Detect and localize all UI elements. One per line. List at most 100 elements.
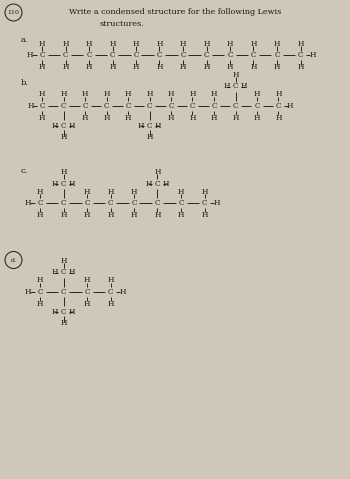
Text: C: C [108, 199, 113, 207]
Text: C: C [274, 52, 280, 59]
Text: c.: c. [21, 167, 28, 175]
Text: H: H [86, 40, 92, 48]
Text: H: H [109, 40, 116, 48]
Text: C: C [61, 180, 66, 187]
Text: H: H [84, 276, 90, 285]
Text: C: C [190, 102, 195, 110]
Text: H: H [138, 122, 144, 129]
Text: H: H [60, 319, 67, 327]
Text: H: H [274, 40, 280, 48]
Text: H: H [131, 210, 137, 218]
Text: H: H [52, 308, 58, 316]
Text: H: H [250, 40, 257, 48]
Text: H: H [297, 63, 304, 71]
Text: C: C [147, 122, 152, 129]
Text: H: H [168, 91, 174, 99]
Text: C: C [108, 288, 113, 296]
Text: H: H [52, 180, 58, 187]
Text: H: H [275, 114, 282, 122]
Text: C: C [125, 102, 131, 110]
Text: H: H [275, 91, 282, 99]
Text: C: C [110, 52, 115, 59]
Text: H: H [163, 180, 169, 187]
Text: C: C [61, 122, 66, 129]
Text: H: H [60, 91, 67, 99]
Text: C: C [276, 102, 281, 110]
Text: C: C [233, 102, 238, 110]
Text: H: H [232, 114, 239, 122]
Text: C: C [211, 102, 217, 110]
Text: H: H [211, 91, 217, 99]
Text: H: H [27, 52, 33, 59]
Text: C: C [86, 52, 92, 59]
Text: H: H [103, 114, 110, 122]
Text: C: C [61, 102, 66, 110]
Text: H: H [232, 71, 239, 79]
Text: H: H [37, 187, 43, 195]
Text: C: C [131, 199, 137, 207]
Text: C: C [254, 102, 260, 110]
Text: H: H [60, 210, 67, 218]
Text: H: H [146, 180, 152, 187]
Text: H: H [84, 299, 90, 308]
Text: H: H [69, 269, 75, 276]
Text: b.: b. [21, 79, 29, 87]
Text: H: H [156, 40, 163, 48]
Text: C: C [37, 199, 43, 207]
Text: H: H [107, 276, 114, 285]
Text: H: H [25, 199, 31, 207]
Text: H: H [69, 180, 75, 187]
Text: C: C [39, 102, 45, 110]
Text: H: H [37, 276, 43, 285]
Text: C: C [298, 52, 303, 59]
Text: H: H [119, 288, 126, 296]
Text: C: C [133, 52, 139, 59]
Text: C: C [82, 102, 88, 110]
Text: H: H [201, 210, 208, 218]
Text: H: H [84, 210, 90, 218]
Text: H: H [62, 63, 69, 71]
Text: H: H [25, 288, 31, 296]
Text: H: H [60, 257, 67, 265]
Text: C: C [61, 308, 66, 316]
Text: C: C [104, 102, 109, 110]
Text: C: C [233, 82, 238, 91]
Text: C: C [202, 199, 207, 207]
Text: H: H [52, 269, 58, 276]
Text: H: H [37, 210, 43, 218]
Text: H: H [156, 63, 163, 71]
Text: C: C [155, 199, 160, 207]
Text: H: H [131, 187, 137, 195]
Text: H: H [203, 40, 210, 48]
Text: H: H [189, 91, 196, 99]
Text: C: C [39, 52, 45, 59]
Text: C: C [61, 269, 66, 276]
Text: H: H [274, 63, 280, 71]
Text: H: H [154, 210, 161, 218]
Text: H: H [154, 168, 161, 176]
Text: H: H [168, 114, 174, 122]
Text: H: H [125, 114, 131, 122]
Text: H: H [250, 63, 257, 71]
Text: H: H [201, 187, 208, 195]
Text: H: H [86, 63, 92, 71]
Text: H: H [82, 91, 88, 99]
Text: H: H [60, 168, 67, 176]
Text: C: C [157, 52, 162, 59]
Text: C: C [63, 52, 68, 59]
Text: H: H [286, 102, 293, 110]
Text: d.: d. [10, 258, 16, 262]
Text: H: H [39, 40, 45, 48]
Text: H: H [155, 122, 161, 129]
Text: H: H [211, 114, 217, 122]
Text: C: C [180, 52, 186, 59]
Text: H: H [28, 102, 34, 110]
Text: H: H [69, 308, 75, 316]
Text: H: H [309, 52, 316, 59]
Text: Write a condensed structure for the following Lewis: Write a condensed structure for the foll… [69, 9, 281, 16]
Text: H: H [107, 299, 114, 308]
Text: H: H [39, 91, 45, 99]
Text: C: C [227, 52, 233, 59]
Text: H: H [189, 114, 196, 122]
Text: H: H [180, 40, 186, 48]
